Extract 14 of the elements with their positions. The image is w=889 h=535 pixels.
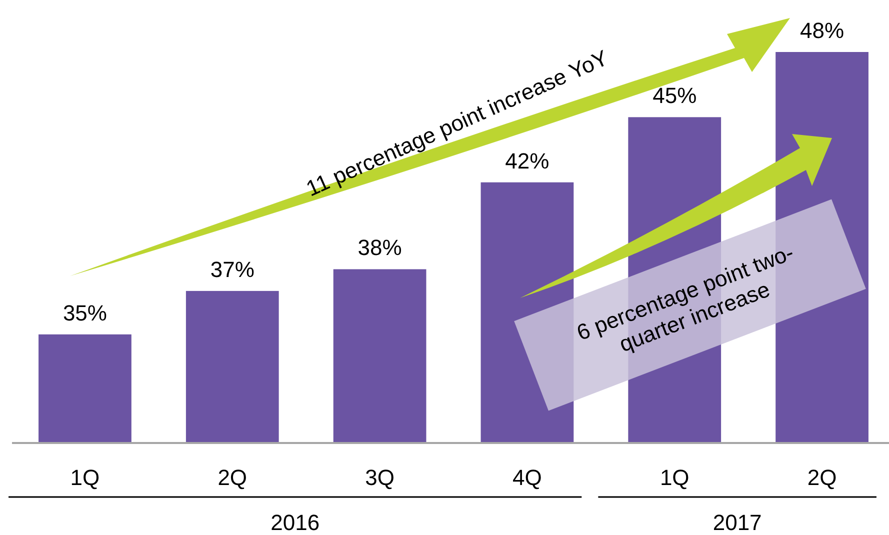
data-label: 35% [62,300,107,326]
data-label: 45% [652,83,697,108]
x-tick-label: 1Q [70,465,100,490]
data-label: 37% [210,256,254,282]
data-label: 38% [358,235,402,260]
text: 2016 [270,510,320,535]
x-tick-label: 2Q [807,465,837,490]
data-label: 42% [505,148,550,174]
text: 2017 [712,510,762,535]
data-label: 48% [800,18,844,43]
x-tick-label: 4Q [512,465,542,490]
x-tick-label: 3Q [365,465,394,490]
x-tick-label: 1Q [660,465,690,490]
x-tick-label: 2Q [218,465,248,490]
